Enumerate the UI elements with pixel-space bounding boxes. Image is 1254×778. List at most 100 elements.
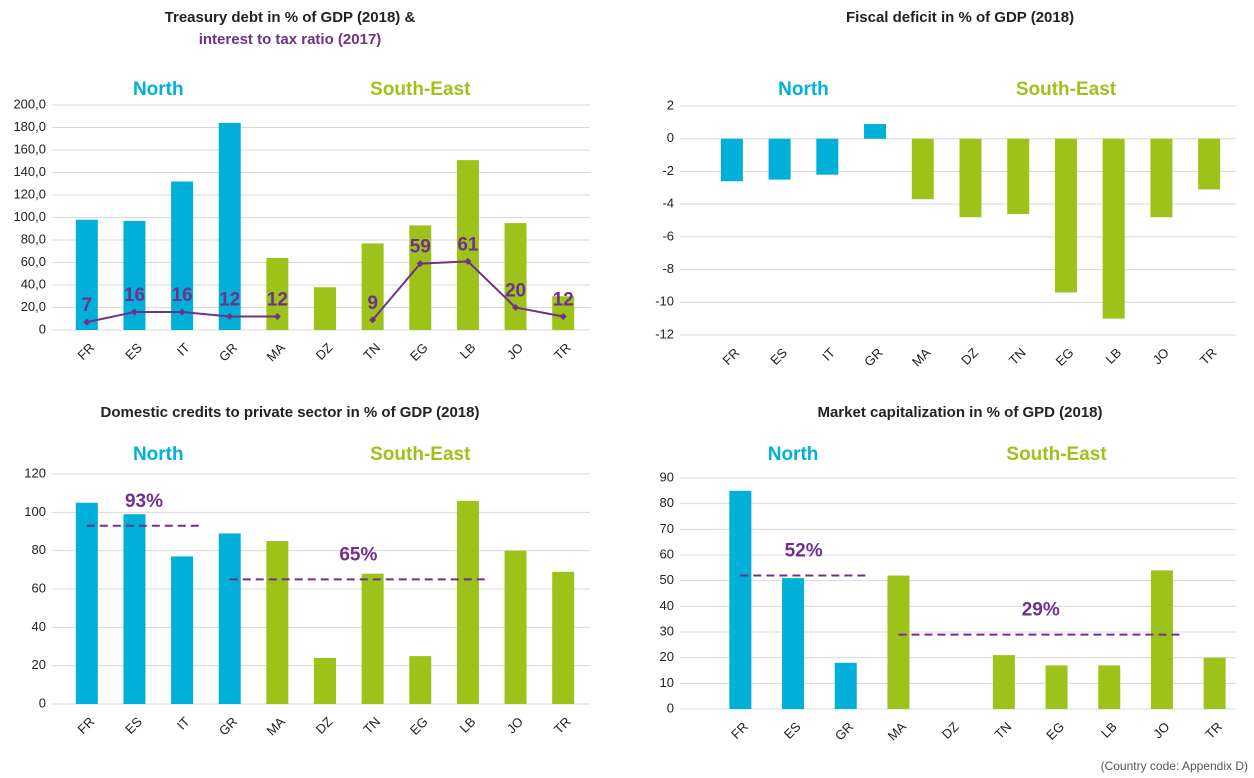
y-tick-label: 60,0 bbox=[21, 254, 46, 269]
x-tick-label: TR bbox=[1202, 719, 1225, 742]
x-tick-label: LB bbox=[1098, 719, 1120, 741]
data-label: 9 bbox=[367, 293, 378, 314]
x-tick-label: EG bbox=[407, 714, 431, 738]
x-tick-label: ES bbox=[122, 340, 145, 363]
line-marker bbox=[416, 260, 424, 268]
y-tick-label: 0 bbox=[39, 695, 46, 710]
group-label: South-East bbox=[370, 444, 471, 465]
y-tick-label: 10 bbox=[660, 675, 674, 690]
x-tick-label: GR bbox=[216, 714, 240, 738]
bar bbox=[75, 502, 98, 704]
bar bbox=[75, 219, 98, 330]
x-tick-label: MA bbox=[264, 714, 289, 739]
bar bbox=[1007, 138, 1030, 214]
bar bbox=[1045, 665, 1068, 709]
y-tick-label: 20 bbox=[660, 649, 674, 664]
data-label: 16 bbox=[124, 285, 145, 306]
y-tick-label: 0 bbox=[39, 321, 46, 336]
x-tick-label: LB bbox=[457, 714, 479, 736]
bar bbox=[361, 243, 384, 330]
x-tick-label: FR bbox=[74, 340, 97, 363]
x-tick-label: IT bbox=[174, 714, 193, 733]
bar bbox=[834, 662, 857, 709]
line-marker bbox=[464, 257, 472, 265]
x-tick-label: TN bbox=[360, 714, 383, 737]
bar bbox=[266, 541, 289, 704]
chart-subtitle: interest to tax ratio (2017) bbox=[199, 31, 382, 48]
y-tick-label: 120,0 bbox=[13, 186, 46, 201]
x-tick-label: EG bbox=[1053, 345, 1077, 369]
y-tick-label: -10 bbox=[655, 294, 674, 309]
data-label: 12 bbox=[267, 290, 288, 311]
x-tick-label: TN bbox=[360, 340, 383, 363]
chart-title: Fiscal deficit in % of GDP (2018) bbox=[846, 9, 1074, 26]
bar bbox=[1102, 138, 1125, 319]
y-tick-label: 20,0 bbox=[21, 299, 46, 314]
reference-label: 65% bbox=[339, 544, 377, 565]
x-tick-label: ES bbox=[767, 345, 790, 368]
y-tick-label: 40 bbox=[32, 619, 46, 634]
group-label: North bbox=[133, 444, 184, 465]
y-tick-label: 2 bbox=[667, 97, 674, 112]
bar bbox=[1203, 657, 1226, 709]
x-tick-label: DZ bbox=[958, 345, 981, 368]
x-tick-label: DZ bbox=[313, 340, 336, 363]
x-tick-label: JO bbox=[1150, 719, 1172, 741]
bar bbox=[314, 287, 336, 330]
bar bbox=[887, 575, 910, 709]
x-tick-label: JO bbox=[1150, 345, 1172, 367]
bar bbox=[768, 138, 791, 180]
group-label: North bbox=[768, 444, 819, 465]
group-label: South-East bbox=[370, 79, 471, 100]
x-tick-label: JO bbox=[504, 340, 526, 362]
bar bbox=[123, 220, 146, 330]
bar bbox=[782, 578, 805, 709]
x-tick-label: EG bbox=[1043, 719, 1067, 743]
y-tick-label: 0 bbox=[667, 130, 674, 145]
bar bbox=[218, 123, 241, 330]
y-tick-label: 160,0 bbox=[13, 141, 46, 156]
reference-label: 52% bbox=[785, 541, 823, 562]
y-tick-label: 180,0 bbox=[13, 119, 46, 134]
chart-title: Domestic credits to private sector in % … bbox=[100, 404, 479, 421]
chart-title: Treasury debt in % of GDP (2018) & bbox=[165, 9, 416, 26]
data-label: 61 bbox=[457, 234, 479, 255]
reference-label: 29% bbox=[1022, 600, 1060, 621]
bar bbox=[992, 655, 1015, 709]
x-tick-label: LB bbox=[457, 340, 479, 362]
y-tick-label: 50 bbox=[660, 572, 674, 587]
x-tick-label: MA bbox=[909, 345, 934, 370]
bar bbox=[1054, 138, 1077, 293]
bar bbox=[1198, 138, 1221, 190]
data-label: 7 bbox=[82, 295, 93, 316]
y-tick-label: 200,0 bbox=[13, 96, 46, 111]
group-label: North bbox=[133, 79, 184, 100]
data-label: 12 bbox=[553, 290, 574, 311]
bar bbox=[1098, 665, 1121, 709]
y-tick-label: 30 bbox=[660, 623, 674, 638]
y-tick-label: 0 bbox=[667, 700, 674, 715]
group-label: South-East bbox=[1006, 444, 1107, 465]
bar bbox=[1150, 138, 1173, 218]
x-tick-label: IT bbox=[174, 340, 193, 359]
chart-title: Market capitalization in % of GPD (2018) bbox=[817, 404, 1102, 421]
line-marker bbox=[226, 313, 234, 320]
x-tick-label: GR bbox=[832, 719, 856, 743]
bar bbox=[729, 490, 752, 709]
bar bbox=[171, 556, 194, 704]
bar bbox=[218, 533, 241, 704]
x-tick-label: IT bbox=[819, 345, 838, 364]
x-tick-label: MA bbox=[885, 719, 910, 744]
line-marker bbox=[83, 318, 91, 326]
x-tick-label: TR bbox=[1197, 345, 1220, 368]
bar bbox=[720, 138, 743, 182]
y-tick-label: 80,0 bbox=[21, 231, 46, 246]
line-marker bbox=[178, 308, 186, 316]
y-tick-label: -2 bbox=[662, 163, 674, 178]
bar bbox=[361, 573, 384, 704]
bar bbox=[1150, 570, 1173, 709]
x-tick-label: ES bbox=[781, 719, 804, 742]
y-tick-label: 20 bbox=[32, 657, 46, 672]
group-label: South-East bbox=[1016, 79, 1117, 100]
